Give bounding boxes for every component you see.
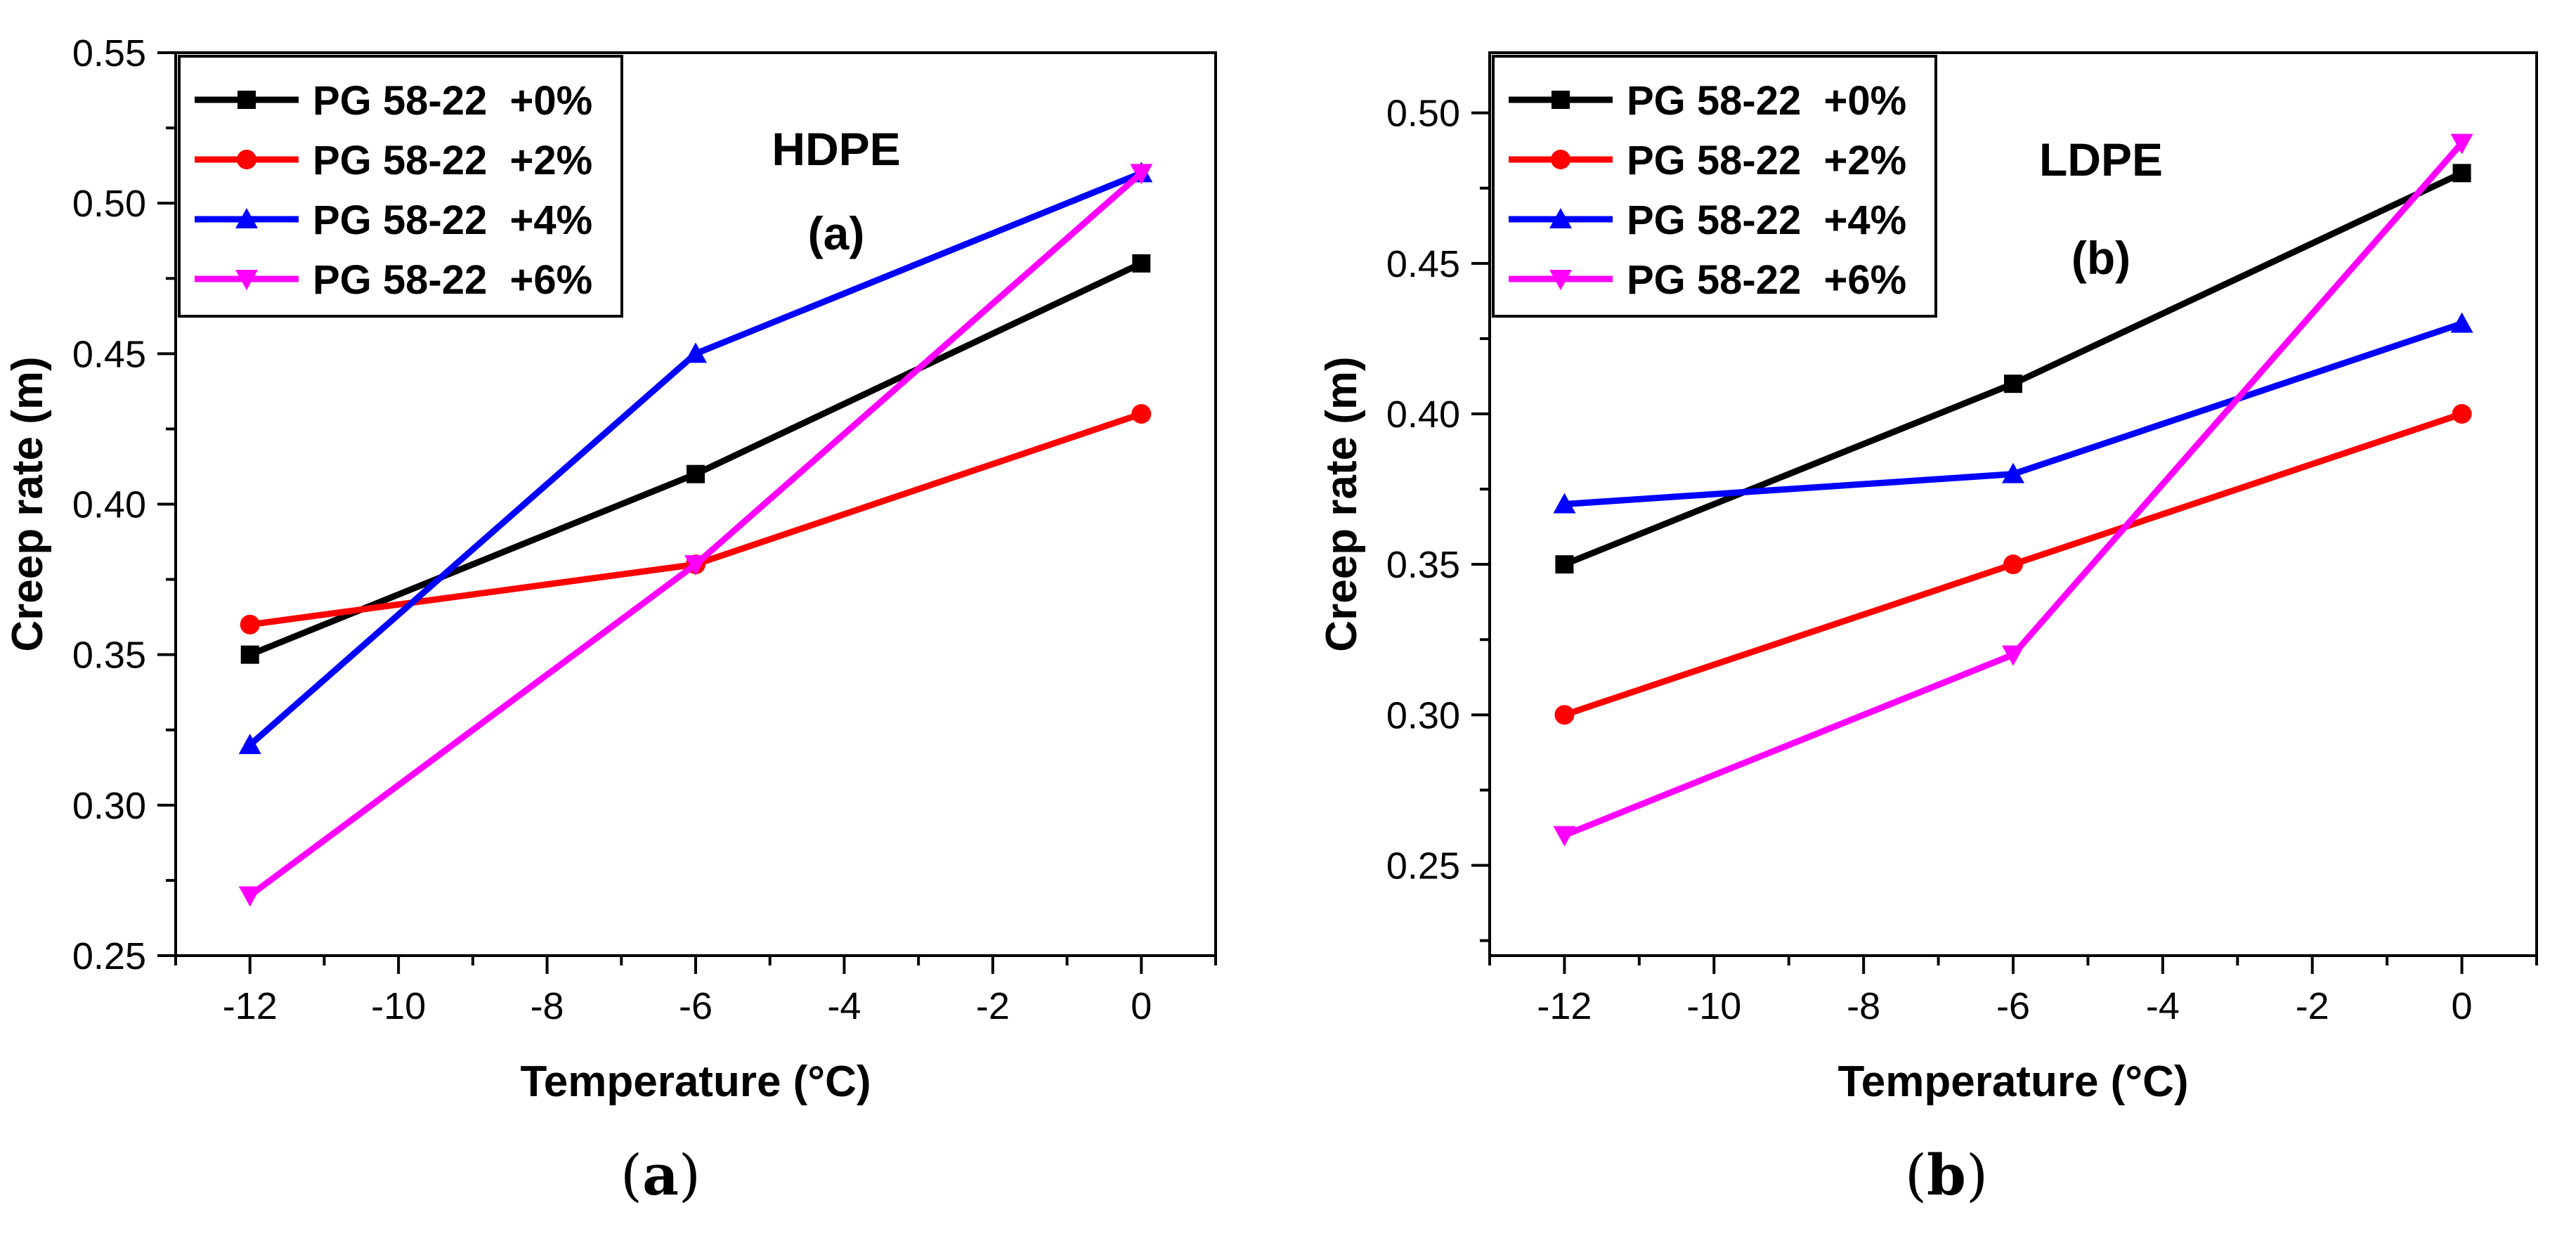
data-point-series-3	[1553, 826, 1576, 847]
legend-marker-1	[237, 150, 256, 169]
y-tick-label: 0.35	[1386, 544, 1460, 586]
legend-marker-0	[1552, 91, 1570, 109]
legend: PG 58-22 +0% PG 58-22 +2% PG 58-22 +4% PG 5…	[1492, 55, 1937, 318]
y-tick-label: 0.50	[72, 183, 146, 225]
caption-b-close: )	[1965, 1143, 1989, 1208]
legend-label-1: PG 58-22 +2%	[1627, 138, 1906, 183]
data-point-series-2	[2002, 462, 2024, 483]
y-tick-label: 0.50	[1386, 93, 1460, 135]
data-point-series-3	[2002, 645, 2024, 666]
y-tick-label: 0.25	[1386, 845, 1460, 887]
data-point-series-0	[687, 464, 705, 483]
y-axis-label: Creep rate (m)	[4, 356, 52, 651]
data-point-series-3	[238, 886, 261, 907]
y-tick-label: 0.55	[72, 32, 146, 74]
caption-b-open: (	[1904, 1143, 1927, 1208]
legend-label-0: PG 58-22 +0%	[313, 78, 592, 124]
x-tick-label: -6	[679, 985, 713, 1027]
data-point-series-1	[2452, 404, 2472, 424]
x-tick-label: -6	[1996, 985, 2030, 1027]
data-point-series-2	[1553, 493, 1576, 514]
x-axis-label: Temperature (°C)	[1837, 1058, 2188, 1106]
legend-marker-0	[238, 91, 256, 109]
legend-marker-2	[1549, 208, 1572, 228]
data-point-series-0	[1132, 254, 1151, 273]
data-point-series-0	[240, 645, 259, 664]
y-tick-label: 0.30	[72, 785, 146, 827]
data-point-series-0	[1555, 555, 1574, 574]
legend-marker-3	[235, 270, 258, 290]
caption-a-letter: a	[642, 1142, 679, 1208]
caption-a-close: )	[678, 1143, 701, 1208]
legend-marker-3	[1549, 270, 1572, 290]
x-tick-label: 0	[1131, 985, 1152, 1027]
x-tick-label: -10	[1686, 985, 1741, 1027]
data-point-series-1	[240, 614, 260, 635]
y-tick-label: 0.30	[1386, 694, 1460, 736]
data-point-series-2	[238, 734, 261, 755]
caption-b-letter: b	[1927, 1142, 1966, 1208]
y-tick-label: 0.40	[1386, 393, 1460, 436]
annotation-material: HDPE	[772, 123, 900, 175]
legend-label-2: PG 58-22 +4%	[313, 197, 592, 243]
legend-marker-1	[1551, 150, 1570, 169]
x-tick-label: -2	[976, 985, 1010, 1027]
data-point-series-1	[1131, 404, 1152, 424]
caption-a: (a)	[555, 1142, 766, 1208]
y-tick-label: 0.40	[72, 484, 146, 526]
legend-label-3: PG 58-22 +6%	[1627, 257, 1906, 303]
legend-label-1: PG 58-22 +2%	[313, 138, 592, 183]
x-tick-label: -10	[371, 985, 426, 1027]
data-point-series-2	[2450, 312, 2473, 333]
y-tick-label: 0.25	[72, 935, 146, 977]
caption-b: (b)	[1841, 1142, 2052, 1208]
chart-panel-a: -12 -10 -8 -6 -4 -2 0 0.25 0.30 0.35 0.40 0.45 0.50 0…	[4, 32, 1217, 1106]
x-tick-label: -2	[2296, 985, 2329, 1027]
x-tick-label: -12	[1537, 985, 1592, 1027]
data-point-series-3	[1130, 164, 1153, 185]
data-point-series-0	[2452, 164, 2471, 183]
legend-label-2: PG 58-22 +4%	[1627, 197, 1906, 243]
data-point-series-1	[1554, 705, 1575, 725]
data-point-series-0	[2004, 375, 2022, 393]
legend-label-3: PG 58-22 +6%	[313, 257, 592, 303]
data-point-series-2	[684, 342, 707, 363]
x-tick-label: -8	[1847, 985, 1880, 1027]
series-line-1	[249, 410, 1143, 628]
legend-label-0: PG 58-22 +0%	[1627, 78, 1906, 124]
y-tick-label: 0.45	[1386, 243, 1460, 285]
x-tick-label: -8	[531, 985, 564, 1027]
caption-a-open: (	[620, 1143, 643, 1208]
chart-panel-b: -12 -10 -8 -6 -4 -2 0 0.25 0.30 0.35 0.40 0.45 0.50 T…	[1318, 51, 2538, 1106]
annotation-panel-label: (a)	[808, 207, 865, 259]
legend-marker-2	[235, 208, 258, 228]
y-tick-label: 0.35	[72, 635, 146, 677]
data-point-series-3	[2450, 134, 2473, 155]
x-tick-label: -4	[827, 985, 861, 1027]
data-point-series-3	[684, 555, 707, 576]
x-tick-label: -4	[2146, 985, 2180, 1027]
annotation-material: LDPE	[2039, 134, 2163, 186]
y-axis-label: Creep rate (m)	[1318, 356, 1366, 651]
annotation-panel-label: (b)	[2071, 232, 2131, 284]
x-tick-label: 0	[2452, 985, 2473, 1027]
x-axis-label: Temperature (°C)	[520, 1058, 871, 1106]
x-tick-label: -12	[223, 985, 278, 1027]
y-tick-label: 0.45	[72, 333, 146, 375]
legend: PG 58-22 +0% PG 58-22 +2% PG 58-22 +4% PG 5…	[178, 55, 623, 318]
data-point-series-1	[2003, 554, 2023, 575]
